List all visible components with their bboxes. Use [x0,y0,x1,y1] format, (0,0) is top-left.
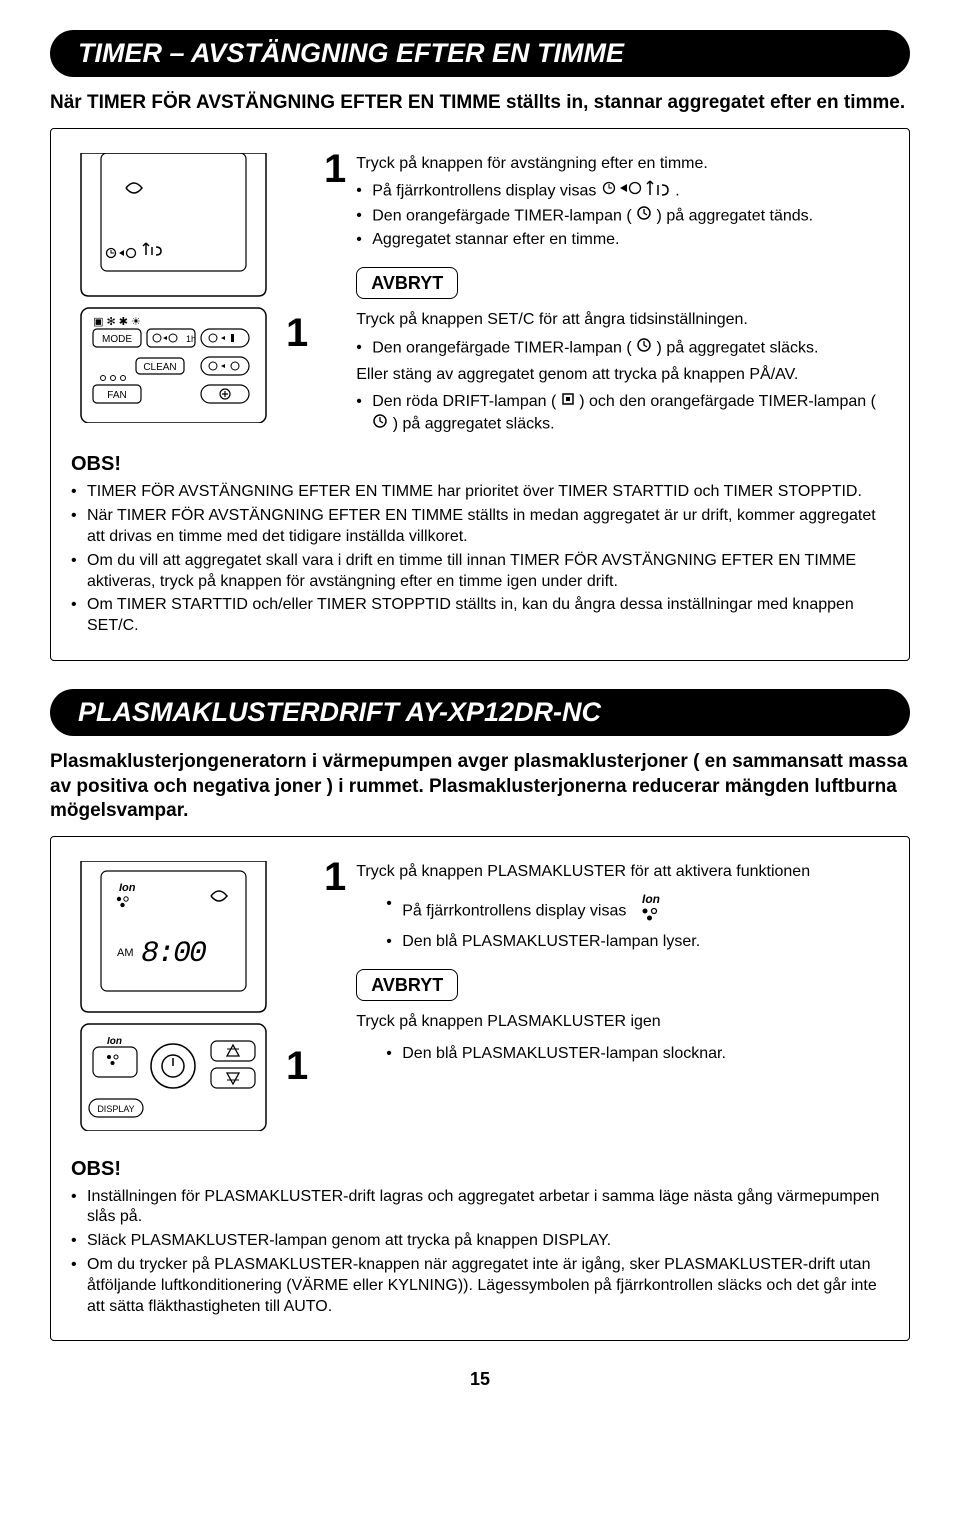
svg-text:DISPLAY: DISPLAY [97,1104,134,1114]
obs1-item-3: Om du vill att aggregatet skall vara i d… [71,551,889,593]
section-header-plasma: PLASMAKLUSTERDRIFT AY-XP12DR-NC [50,689,910,736]
plasma-step1-title: Tryck på knappen PLASMAKLUSTER för att a… [356,861,889,883]
cancel-instr-1: Tryck på knappen SET/C för att ångra tid… [356,309,889,331]
timer-section: TIMER – AVSTÄNGNING EFTER EN TIMME När T… [50,30,910,661]
plasmakluster-section: PLASMAKLUSTERDRIFT AY-XP12DR-NC Plasmakl… [50,689,910,1341]
plasma-intro: Plasmaklusterjongeneratorn i värmepumpen… [50,750,910,824]
timer-content-box: MODE ▣ ✻ ✱ ☀ 1h [50,128,910,661]
obs-label: OBS! [71,451,889,478]
plasma-step1-b1: På fjärrkontrollens display visas Ion [386,893,889,930]
obs-list-1: TIMER FÖR AVSTÄNGNING EFTER EN TIMME har… [71,482,889,637]
svg-text:FAN: FAN [107,390,126,401]
remote-illustration-1: MODE ▣ ✻ ✱ ☀ 1h [71,153,276,430]
timer-intro: När TIMER FÖR AVSTÄNGNING EFTER EN TIMME… [50,91,910,116]
avbryt-label-2: AVBRYT [356,969,458,1001]
svg-text:Ion: Ion [107,1036,122,1047]
step1-title: Tryck på knappen för avstängning efter e… [356,153,889,175]
svg-text:▣ ✻ ✱ ☀: ▣ ✻ ✱ ☀ [93,316,141,328]
step-number-1-plasma: 1 [324,857,346,1062]
cancel2-bullet-1: Den röda DRIFT-lampan ( ) och den orange… [356,391,889,435]
obs1-item-2: När TIMER FÖR AVSTÄNGNING EFTER EN TIMME… [71,506,889,548]
svg-text:CLEAN: CLEAN [143,362,176,373]
step-number-1: 1 [324,149,346,434]
obs1-item-4: Om TIMER STARTTID och/eller TIMER STOPPT… [71,595,889,637]
plasma-cancel-b1: Den blå PLASMAKLUSTER-lampan slocknar. [386,1043,889,1065]
timer-lamp-icon [372,413,388,436]
obs2-item-1: Inställningen för PLASMAKLUSTER-drift la… [71,1187,889,1229]
mode-label: MODE [102,334,132,345]
svg-text:8:00: 8:00 [141,937,206,971]
plasma-content-box: Ion AM 8:00 [50,836,910,1341]
svg-text:1h: 1h [186,334,196,344]
plasma-cancel-instr: Tryck på knappen PLASMAKLUSTER igen [356,1011,889,1033]
step1-bullet-2: Den orangefärgade TIMER-lampan ( ) på ag… [356,205,889,228]
cancel-instr-2: Eller stäng av aggregatet genom att tryc… [356,364,889,386]
page-number: 15 [50,1369,910,1390]
svg-text:Ion: Ion [642,893,660,906]
step1-bullet-3: Aggregatet stannar efter en timme. [356,229,889,251]
obs2-item-3: Om du trycker på PLASMAKLUSTER-knappen n… [71,1255,889,1317]
side-step-1-b: 1 [286,1046,308,1086]
ion-display-icon: Ion [635,893,665,930]
side-step-1: 1 [286,313,308,353]
section-header-timer: TIMER – AVSTÄNGNING EFTER EN TIMME [50,30,910,77]
obs-label-2: OBS! [71,1156,889,1183]
svg-text:AM: AM [117,947,134,959]
display-icons [601,180,671,203]
timer-lamp-icon [636,205,652,228]
obs1-item-1: TIMER FÖR AVSTÄNGNING EFTER EN TIMME har… [71,482,889,503]
cancel1-bullet-1: Den orangefärgade TIMER-lampan ( ) på ag… [356,337,889,360]
obs2-item-2: Släck PLASMAKLUSTER-lampan genom att try… [71,1231,889,1252]
remote-illustration-2: Ion AM 8:00 [71,861,276,1138]
drift-lamp-icon [561,391,575,413]
plasma-step1-b2: Den blå PLASMAKLUSTER-lampan lyser. [386,931,889,953]
step1-bullet-1: På fjärrkontrollens display visas [356,180,889,203]
svg-text:Ion: Ion [119,882,136,894]
obs-list-2: Inställningen för PLASMAKLUSTER-drift la… [71,1187,889,1318]
avbryt-label: AVBRYT [356,267,458,299]
remote-svg-top: MODE ▣ ✻ ✱ ☀ 1h [71,153,276,423]
remote-svg-bottom: Ion AM 8:00 [71,861,276,1131]
timer-lamp-icon [636,337,652,360]
